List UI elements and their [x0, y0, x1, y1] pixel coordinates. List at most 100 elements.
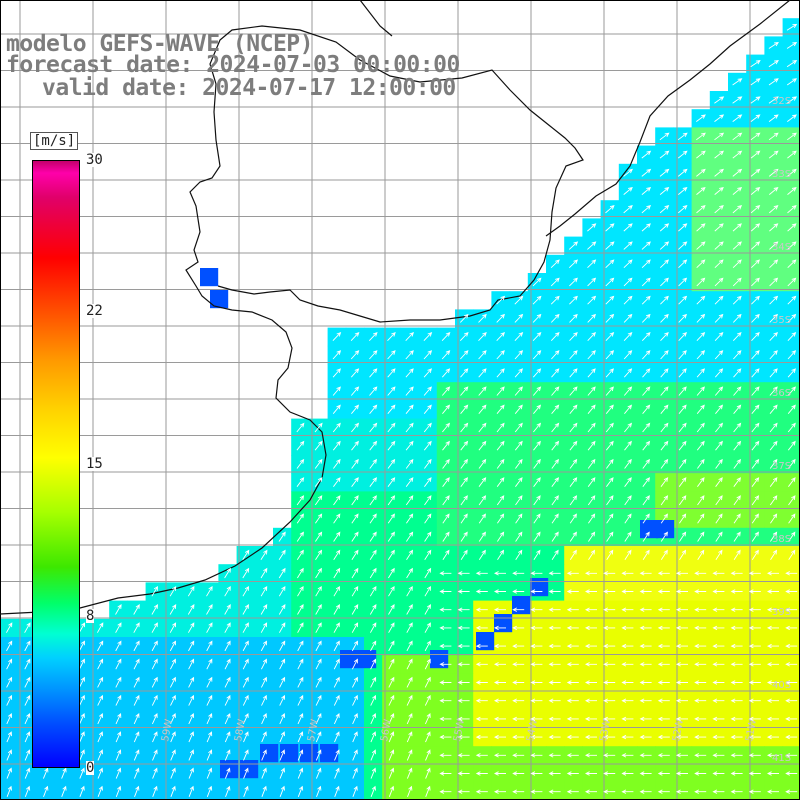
wind-arrow	[786, 23, 798, 31]
wind-arrow	[605, 368, 614, 378]
latitude-label: 34S	[772, 242, 791, 253]
wind-arrow	[351, 422, 360, 433]
wind-arrow	[766, 716, 779, 722]
wind-arrow	[279, 694, 286, 706]
wind-arrow	[732, 96, 743, 104]
wind-arrow	[587, 422, 596, 433]
wind-arrow	[151, 694, 158, 706]
wind-arrow	[642, 350, 651, 360]
wind-arrow	[387, 350, 396, 360]
wind-arrow	[566, 680, 579, 685]
wind-arrow	[732, 313, 742, 323]
wind-arrow	[424, 531, 432, 542]
wind-arrow	[351, 676, 358, 688]
wind-arrow	[423, 404, 432, 414]
wind-arrow	[425, 731, 431, 743]
wind-arrow	[475, 571, 488, 576]
wind-arrow	[678, 186, 688, 195]
wind-arrow	[297, 694, 304, 706]
wind-arrow	[660, 295, 669, 305]
wind-arrow	[460, 549, 468, 560]
wind-arrow	[769, 223, 779, 232]
wind-arrow	[551, 495, 559, 506]
longitude-label: 58W	[233, 718, 248, 742]
wind-arrow	[206, 785, 213, 797]
wind-arrow	[766, 789, 779, 794]
wind-arrow	[261, 694, 267, 706]
wind-arrow	[260, 549, 268, 560]
wind-arrow	[660, 386, 669, 396]
wind-cell	[494, 614, 513, 633]
wind-arrow	[748, 643, 761, 649]
wind-arrow	[657, 607, 670, 612]
wind-arrow	[569, 440, 578, 451]
wind-arrow	[243, 785, 249, 797]
wind-arrow	[457, 716, 470, 722]
wind-arrow	[675, 571, 688, 576]
colorbar-tick: 8	[86, 608, 95, 624]
wind-arrow	[206, 694, 213, 706]
wind-arrow	[768, 132, 779, 141]
wind-arrow	[678, 331, 687, 342]
wind-arrow	[730, 734, 743, 740]
wind-arrow	[224, 658, 231, 670]
wind-arrow	[493, 680, 506, 685]
wind-arrow	[678, 404, 687, 414]
wind-arrow	[657, 789, 670, 794]
wind-arrow	[584, 680, 597, 685]
coastline	[0, 0, 791, 615]
wind-arrow	[387, 386, 396, 396]
wind-arrow	[512, 607, 525, 612]
wind-arrow	[657, 716, 670, 722]
wind-arrow	[133, 712, 140, 725]
wind-arrow	[551, 386, 560, 396]
wind-arrow	[24, 622, 31, 633]
wind-arrow	[766, 753, 779, 758]
wind-arrow	[334, 749, 340, 761]
wind-arrow	[424, 658, 431, 670]
wind-arrow	[766, 571, 779, 576]
wind-arrow	[787, 205, 797, 214]
wind-arrow	[715, 440, 723, 451]
wind-arrow	[242, 712, 249, 725]
wind-arrow	[439, 771, 452, 776]
wind-arrow	[766, 771, 779, 776]
wind-arrow	[512, 789, 525, 794]
wind-arrow	[406, 694, 413, 706]
wind-arrow	[333, 640, 340, 652]
wind-arrow	[425, 785, 431, 797]
wind-arrow	[424, 549, 432, 560]
wind-arrow	[551, 404, 560, 414]
wind-arrow	[478, 440, 487, 451]
wind-arrow	[678, 350, 687, 360]
wind-arrow	[694, 662, 707, 667]
wind-arrow	[496, 368, 505, 378]
wind-arrow	[242, 640, 249, 652]
wind-arrow	[712, 789, 725, 794]
wind-arrow	[493, 698, 506, 703]
wind-arrow	[333, 622, 340, 633]
wind-arrow	[621, 625, 634, 631]
wind-arrow	[514, 386, 523, 396]
wind-arrow	[639, 625, 652, 631]
wind-arrow	[641, 259, 651, 269]
wind-arrow	[496, 477, 505, 487]
latitude-label: 37S	[772, 461, 791, 472]
wind-arrow	[530, 716, 543, 722]
wind-arrow	[405, 422, 414, 433]
wind-arrow	[730, 589, 743, 594]
wind-arrow	[766, 625, 779, 631]
wind-arrow	[697, 513, 705, 524]
wind-arrow	[712, 771, 725, 776]
wind-arrow	[351, 567, 359, 579]
wind-arrow	[715, 477, 723, 487]
wind-arrow	[748, 753, 761, 758]
wind-arrow	[660, 531, 668, 542]
wind-arrow	[605, 277, 615, 287]
wind-arrow	[639, 771, 652, 776]
wind-cell	[430, 650, 449, 669]
wind-arrow	[548, 771, 561, 776]
wind-arrow	[387, 549, 395, 560]
wind-arrow	[624, 477, 632, 487]
wind-arrow	[532, 277, 542, 287]
